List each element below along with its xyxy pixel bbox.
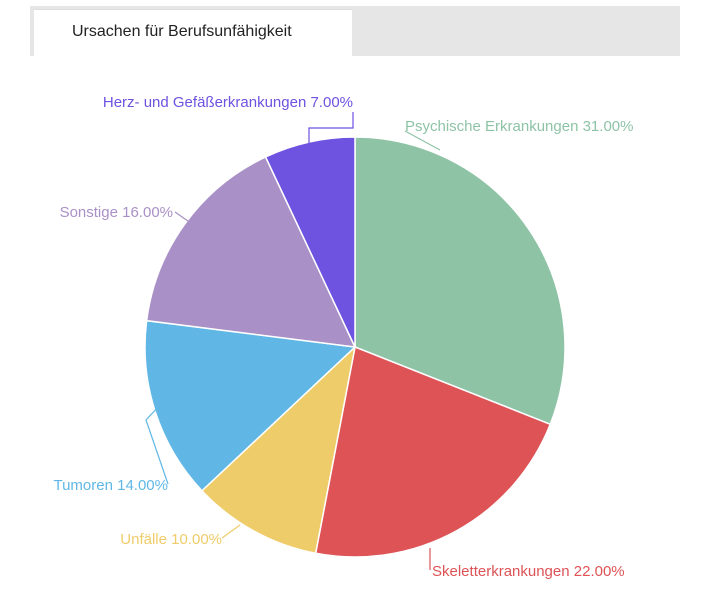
slice-label-4: Tumoren 14.00% <box>53 477 168 494</box>
pie-slice-1[interactable] <box>354 136 566 426</box>
slice-label-2: Skeletterkrankungen 22.00% <box>432 563 625 580</box>
slice-label-6: Herz- und Gefäßerkrankungen 7.00% <box>103 94 353 111</box>
pie-slices <box>144 136 566 558</box>
slice-label-3: Unfälle 10.00% <box>120 531 222 548</box>
slice-label-1: Psychische Erkrankungen 31.00% <box>405 118 633 135</box>
leader-line-5 <box>174 211 206 234</box>
leader-lines <box>145 112 441 570</box>
leader-line-4 <box>145 404 169 485</box>
slice-label-5: Sonstige 16.00% <box>60 204 173 221</box>
pie-slice-3[interactable] <box>200 344 357 555</box>
pie-slice-5[interactable] <box>145 155 357 348</box>
slice-labels: Psychische Erkrankungen 31.00% Skeletterk… <box>53 94 633 580</box>
tab-ursachen[interactable]: Ursachen für Berufsunfähigkeit <box>34 9 352 56</box>
pie-slice-4[interactable] <box>144 319 357 492</box>
pie-slice-2[interactable] <box>314 345 552 558</box>
leader-line-1 <box>404 130 441 151</box>
leader-line-3 <box>221 524 241 539</box>
leader-line-6 <box>308 112 354 143</box>
